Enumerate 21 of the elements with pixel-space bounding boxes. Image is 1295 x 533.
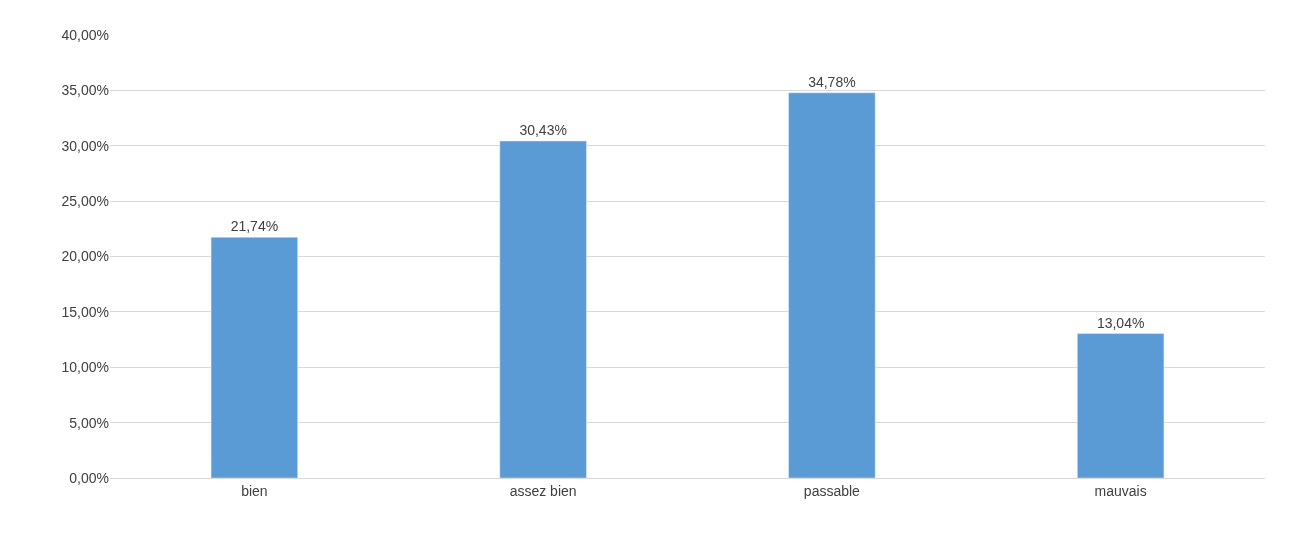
x-tick-label: mauvais: [1094, 482, 1147, 499]
bar: [499, 140, 587, 478]
y-tick-label: 15,00%: [61, 303, 109, 320]
data-label: 34,78%: [808, 73, 856, 90]
y-tick-label: 10,00%: [61, 359, 109, 376]
bar: [788, 92, 876, 478]
x-tick-label: bien: [241, 482, 268, 499]
bar: [210, 236, 298, 478]
data-label: 21,74%: [230, 218, 279, 235]
y-tick-label: 35,00%: [61, 82, 109, 99]
y-tick-label: 20,00%: [61, 248, 109, 265]
y-tick-label: 40,00%: [61, 26, 109, 43]
data-label: 30,43%: [519, 121, 567, 138]
x-tick-label: passable: [803, 482, 861, 499]
y-tick-label: 0,00%: [69, 469, 109, 486]
y-tick-label: 5,00%: [69, 414, 109, 431]
y-tick-label: 25,00%: [61, 193, 109, 210]
data-label: 13,04%: [1096, 314, 1145, 331]
y-tick-label: 30,00%: [61, 137, 109, 154]
x-tick-label: assez bien: [509, 482, 577, 499]
bar: [1077, 333, 1165, 478]
